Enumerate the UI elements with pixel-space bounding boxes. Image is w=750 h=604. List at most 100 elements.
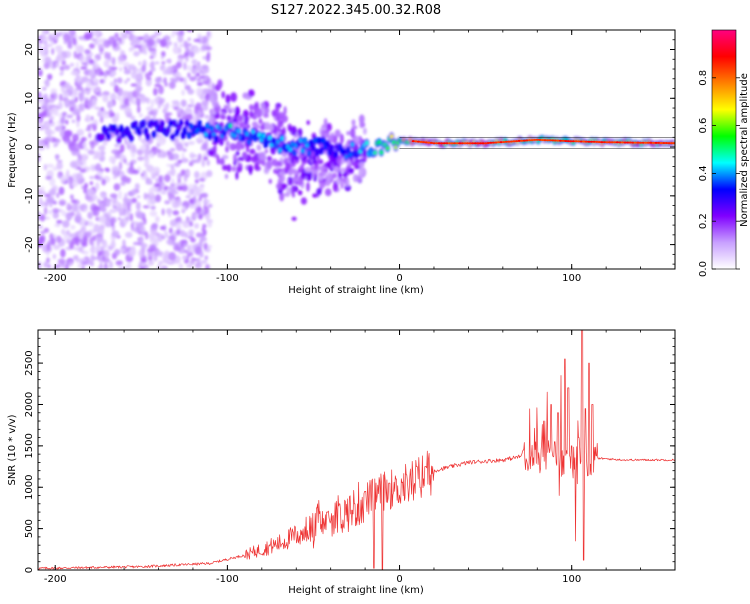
heatmap-cell bbox=[185, 219, 191, 223]
heatmap-cell bbox=[139, 95, 147, 102]
heatmap-cell bbox=[308, 172, 313, 181]
x-tick-label: 0 bbox=[396, 273, 402, 284]
heatmap-cell bbox=[202, 223, 207, 229]
heatmap-cell bbox=[670, 142, 674, 145]
heatmap-cell bbox=[170, 167, 176, 177]
heatmap-cell bbox=[147, 111, 154, 116]
heatmap-cell bbox=[489, 141, 493, 144]
heatmap-cell bbox=[294, 176, 300, 183]
heatmap-cell bbox=[150, 121, 154, 126]
heatmap-cell bbox=[162, 266, 166, 269]
heatmap-cell bbox=[140, 44, 147, 54]
heatmap-cell bbox=[48, 33, 53, 42]
heatmap-cell bbox=[91, 38, 96, 42]
heatmap-cell bbox=[68, 85, 74, 94]
heatmap-cell bbox=[615, 141, 619, 144]
spectrogram-frame bbox=[37, 29, 676, 270]
heatmap-cell bbox=[317, 175, 324, 181]
heatmap-cell bbox=[166, 261, 175, 265]
heatmap-cell bbox=[110, 66, 118, 70]
heatmap-cell bbox=[290, 125, 297, 136]
heatmap-cell bbox=[161, 236, 165, 240]
heatmap-cell bbox=[251, 155, 258, 163]
heatmap-cell bbox=[219, 138, 224, 146]
heatmap-cell bbox=[40, 35, 48, 43]
heatmap-cell bbox=[248, 167, 253, 175]
heatmap-cell bbox=[618, 141, 622, 144]
heatmap-cell bbox=[125, 177, 131, 184]
heatmap-cell bbox=[346, 147, 351, 153]
heatmap-cell bbox=[154, 148, 162, 153]
heatmap-cell bbox=[346, 164, 351, 170]
heatmap-cell bbox=[377, 140, 382, 145]
heatmap-cell bbox=[226, 164, 232, 173]
heatmap-cell bbox=[115, 260, 124, 266]
heatmap-cell bbox=[146, 106, 154, 112]
heatmap-cell bbox=[154, 76, 162, 84]
heatmap-cell bbox=[137, 87, 141, 96]
heatmap-cell bbox=[44, 56, 52, 64]
heatmap-cell bbox=[102, 114, 110, 119]
heatmap-cell bbox=[81, 249, 85, 254]
heatmap-cell bbox=[91, 241, 95, 247]
heatmap-cell bbox=[166, 163, 171, 167]
heatmap-cell bbox=[460, 142, 464, 145]
heatmap-cell bbox=[72, 133, 79, 143]
heatmap-cell bbox=[200, 260, 208, 264]
heatmap-cell bbox=[416, 140, 421, 143]
heatmap-cell bbox=[389, 134, 394, 139]
heatmap-cell bbox=[195, 232, 203, 238]
heatmap-cell bbox=[155, 177, 159, 184]
heatmap-cell bbox=[75, 75, 81, 79]
heatmap-cell bbox=[597, 141, 601, 143]
heatmap-cell bbox=[608, 141, 612, 144]
heatmap-cell bbox=[174, 217, 181, 222]
heatmap-cell bbox=[189, 221, 193, 227]
heatmap-cell bbox=[203, 132, 208, 137]
heatmap-cell bbox=[223, 104, 228, 110]
heatmap-cell bbox=[70, 180, 79, 188]
heatmap-cell bbox=[103, 266, 109, 269]
heatmap-cell bbox=[129, 166, 133, 172]
heatmap-cell bbox=[115, 129, 119, 134]
heatmap-cell bbox=[264, 149, 269, 154]
heatmap-cell bbox=[80, 136, 87, 142]
heatmap-cell bbox=[181, 157, 188, 163]
heatmap-cell bbox=[147, 255, 153, 261]
heatmap-cell bbox=[148, 187, 154, 197]
heatmap-cell bbox=[109, 208, 115, 213]
heatmap-cell bbox=[432, 142, 436, 145]
heatmap-cell bbox=[128, 249, 136, 257]
heatmap-cell bbox=[95, 163, 102, 172]
heatmap-cell bbox=[58, 93, 63, 102]
heatmap-cell bbox=[43, 261, 48, 268]
heatmap-cell bbox=[318, 165, 325, 172]
heatmap-cell bbox=[119, 143, 125, 153]
heatmap-cell bbox=[181, 206, 186, 211]
heatmap-cell bbox=[61, 111, 67, 116]
heatmap-cell bbox=[268, 123, 274, 132]
heatmap-cell bbox=[162, 104, 170, 108]
y-tick-label: 0 bbox=[24, 144, 35, 150]
heatmap-cell bbox=[93, 209, 100, 217]
heatmap-cell bbox=[277, 120, 284, 128]
heatmap-cell bbox=[94, 174, 100, 180]
heatmap-cell bbox=[87, 211, 93, 220]
heatmap-cell bbox=[93, 87, 101, 93]
heatmap-cell bbox=[636, 141, 640, 144]
heatmap-cell bbox=[60, 85, 65, 93]
heatmap-cell bbox=[504, 140, 508, 143]
heatmap-cell bbox=[187, 37, 191, 42]
heatmap-cell bbox=[131, 188, 137, 195]
heatmap-cell bbox=[68, 261, 73, 266]
heatmap-cell bbox=[187, 72, 191, 78]
heatmap-cell bbox=[74, 96, 78, 103]
heatmap-cell bbox=[291, 192, 296, 198]
heatmap-cell bbox=[288, 147, 293, 152]
heatmap-cell bbox=[45, 175, 52, 180]
heatmap-cell bbox=[220, 114, 224, 120]
heatmap-cell bbox=[202, 55, 207, 60]
heatmap-cell bbox=[167, 187, 171, 192]
heatmap-cell bbox=[260, 151, 266, 161]
y-tick-label: 1500 bbox=[24, 433, 35, 458]
